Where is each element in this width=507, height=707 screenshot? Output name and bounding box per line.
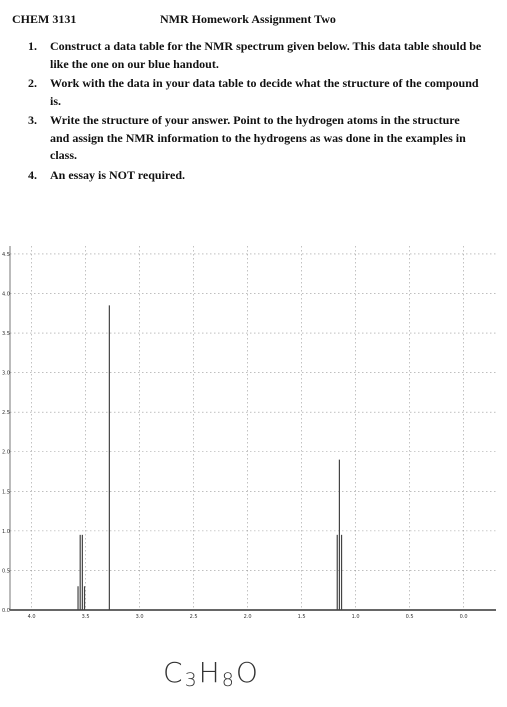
y-tick-label: 4.5 [2,252,10,258]
formula-part: C [163,656,185,689]
y-tick-label: 2.0 [2,450,10,456]
y-tick-label: 2.5 [2,410,10,416]
instruction: 4. An essay is NOT required. [28,167,482,185]
x-tick-label: 4.0 [28,614,36,620]
instruction: 2. Work with the data in your data table … [28,75,482,110]
y-tick-label: 0.5 [2,568,10,574]
instruction-text: Construct a data table for the NMR spect… [50,39,482,71]
number: 1. [28,39,37,53]
title: NMR Homework Assignment Two [160,12,336,26]
instruction-text: An essay is NOT required. [50,167,186,182]
y-tick-label: 1.0 [2,529,10,535]
number: 3. [28,113,37,127]
instructions: 1. Construct a data table for the NMR spe… [28,38,482,186]
x-tick-label: 0.0 [460,614,468,620]
formula-part: H [198,656,222,689]
x-tick-label: 2.5 [190,614,198,620]
x-tick-label: 1.5 [298,614,306,620]
x-tick-label: 3.0 [136,614,144,620]
y-tick-label: 1.5 [2,489,10,495]
y-tick-label: 0.0 [2,608,10,614]
y-tick-label: 4.0 [2,291,10,297]
instruction-text: Write the structure of your answer. Poin… [50,113,466,162]
instruction: 3. Write the structure of your answer. Po… [28,112,482,165]
x-tick-label: 2.0 [244,614,252,620]
number: 4. [28,167,37,182]
instruction: 1. Construct a data table for the NMR spe… [28,38,482,73]
y-tick-label: 3.5 [2,331,10,337]
instruction-text: Work with the data in your data table to… [50,76,479,108]
y-tick-label: 3.0 [2,371,10,377]
formula: C3H8O [163,656,260,691]
x-tick-label: 1.0 [352,614,360,620]
formula-part: 8 [221,669,236,691]
formula-part: 3 [184,669,199,691]
x-tick-label: 3.5 [82,614,90,620]
x-tick-label: 0.5 [406,614,414,620]
course: CHEM 3131 [12,12,77,26]
spectrum: 0.0 0.5 1.0 1.5 2.0 2.5 3.0 3.5 4.0 4.5 4.0 3.5 3.0 2… [2,246,496,620]
number: 2. [28,76,37,90]
formula-part: O [235,656,260,689]
